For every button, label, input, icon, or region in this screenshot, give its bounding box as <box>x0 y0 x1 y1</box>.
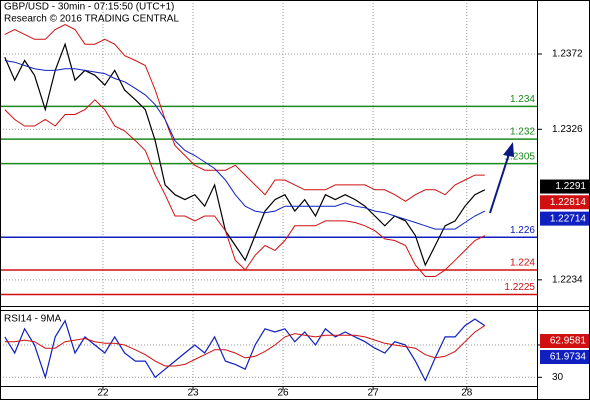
series-line <box>4 60 486 230</box>
price-label: 1.22714 <box>550 213 587 224</box>
series-line <box>4 318 486 382</box>
forecast-arrow <box>489 142 514 214</box>
lines-layer <box>0 23 537 382</box>
y-tick-label: 1.2326 <box>552 124 583 135</box>
arrow-shaft <box>489 153 510 214</box>
y-tick-label: 1.2372 <box>552 49 583 60</box>
series-line <box>4 99 486 277</box>
level-label: 1.226 <box>510 225 535 236</box>
indicator-label-box <box>540 334 589 348</box>
arrow-head <box>503 142 514 157</box>
x-tick-label: 27 <box>368 388 380 399</box>
level-label: 1.234 <box>510 94 535 105</box>
series-line <box>4 23 485 202</box>
chart-title: GBP/USD - 30min - 07:15:50 (UTC+1) <box>4 2 174 13</box>
price-label-box <box>540 211 589 226</box>
labels-layer: 1.2372 1.2326 1.2234 1.234 1.232 1.2305 1.226 1… <box>97 49 589 399</box>
x-tick-label: 26 <box>277 388 289 399</box>
y-tick-label: 30 <box>552 372 564 383</box>
price-label: 1.2291 <box>555 181 586 192</box>
grid-layer <box>0 0 542 390</box>
x-tick-label: 22 <box>97 388 109 399</box>
price-label-box <box>540 195 589 210</box>
panel-title: RSI14 - 9MA <box>4 314 62 325</box>
level-label: 1.232 <box>510 127 535 138</box>
x-tick-label: 28 <box>461 388 473 399</box>
level-label: 1.224 <box>510 258 535 269</box>
price-label: 1.22814 <box>550 197 587 208</box>
level-label: 1.2305 <box>504 151 535 162</box>
indicator-label: 62.9581 <box>550 336 587 347</box>
price-label-box <box>540 179 589 194</box>
series-line <box>4 325 486 367</box>
x-tick-label: 23 <box>187 388 199 399</box>
level-label: 1.2225 <box>504 282 535 293</box>
y-tick-label: 1.2234 <box>552 274 583 285</box>
chart-subtitle: Research © 2016 TRADING CENTRAL <box>4 14 179 25</box>
indicator-label-box <box>540 350 589 364</box>
indicator-label: 61.9734 <box>550 352 587 363</box>
